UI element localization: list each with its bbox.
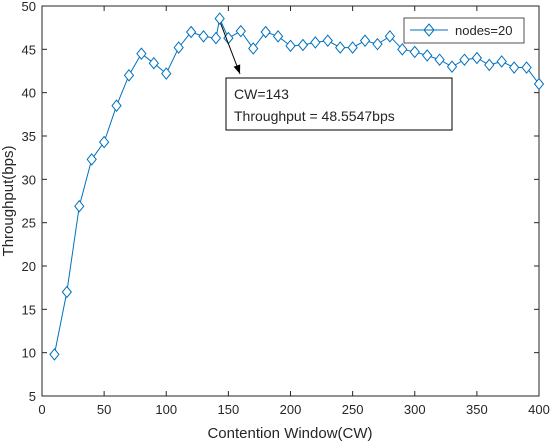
x-tick-label: 0 <box>38 402 45 417</box>
data-point-marker <box>98 135 110 149</box>
data-point-marker <box>198 30 209 43</box>
x-tick-label: 250 <box>342 402 364 417</box>
data-point-marker <box>446 60 458 73</box>
data-point-marker <box>111 99 122 112</box>
y-tick-label: 30 <box>22 172 36 187</box>
axis-ticks <box>41 5 540 397</box>
data-point-marker <box>173 41 184 54</box>
data-point-marker <box>148 56 159 70</box>
data-point-marker <box>434 53 445 67</box>
data-point-marker <box>49 348 60 361</box>
annotation: CW=143 Throughput = 48.5547bps <box>220 23 453 131</box>
y-tick-label: 5 <box>29 389 36 404</box>
data-point-marker <box>61 285 72 299</box>
data-point-marker <box>260 25 271 39</box>
plot-area <box>41 5 540 397</box>
annotation-line-2: Throughput = 48.5547bps <box>234 108 395 124</box>
y-tick-label: 40 <box>22 86 36 101</box>
data-point-marker <box>372 37 383 51</box>
data-point-marker <box>214 12 225 25</box>
data-point-marker <box>409 45 420 59</box>
data-point-marker <box>86 153 97 166</box>
y-tick-label: 15 <box>22 302 36 317</box>
data-point-marker <box>335 41 346 54</box>
x-tick-label: 50 <box>97 402 111 417</box>
data-point-marker <box>459 53 470 67</box>
y-tick-label: 20 <box>22 259 36 274</box>
data-point-marker <box>384 30 396 43</box>
annotation-line-1: CW=143 <box>234 86 289 102</box>
data-point-marker <box>285 39 296 53</box>
x-axis-title: Contention Window(CW) <box>207 425 372 442</box>
series-markers <box>49 12 545 361</box>
data-point-marker <box>272 30 284 43</box>
y-tick-label: 50 <box>22 0 36 14</box>
annotation-arrow <box>220 23 241 75</box>
data-point-marker <box>248 42 259 55</box>
data-point-marker <box>123 69 135 82</box>
data-point-marker <box>471 51 483 65</box>
data-point-marker <box>235 24 246 38</box>
x-tick-label: 400 <box>528 402 550 417</box>
data-point-marker <box>161 67 172 80</box>
data-point-marker <box>397 43 408 56</box>
legend: nodes=20 <box>403 17 525 44</box>
data-point-marker <box>74 199 85 213</box>
data-point-marker <box>136 47 147 60</box>
data-point-marker <box>322 34 333 47</box>
annotation-box <box>225 77 453 131</box>
data-point-marker <box>185 25 197 39</box>
data-point-marker <box>359 34 371 47</box>
y-tick-label: 10 <box>22 346 36 361</box>
y-tick-label: 45 <box>22 42 36 57</box>
axis-tick-labels: 0 50 100 150 200 250 300 350 400 5 10 15 20 25 30 35 40 4… <box>22 0 550 417</box>
data-point-marker <box>484 58 495 72</box>
annotation-arrowhead <box>233 64 241 74</box>
x-tick-label: 150 <box>218 402 240 417</box>
y-axis-title: Throughput(bps) <box>0 146 17 257</box>
data-point-marker <box>210 31 222 45</box>
data-point-marker <box>347 41 358 54</box>
data-point-marker <box>310 36 321 49</box>
data-point-marker <box>496 55 507 68</box>
y-tick-label: 35 <box>22 129 36 144</box>
data-point-marker <box>533 77 545 91</box>
data-point-marker <box>297 38 309 52</box>
x-tick-label: 200 <box>280 402 302 417</box>
data-point-marker <box>521 61 532 74</box>
y-tick-label: 25 <box>22 216 36 231</box>
x-tick-label: 300 <box>404 402 426 417</box>
x-tick-label: 350 <box>466 402 488 417</box>
legend-label: nodes=20 <box>455 23 512 38</box>
legend-diamond-marker <box>423 23 435 37</box>
x-tick-label: 100 <box>155 402 177 417</box>
data-point-marker <box>422 49 433 62</box>
data-point-marker <box>509 61 520 74</box>
